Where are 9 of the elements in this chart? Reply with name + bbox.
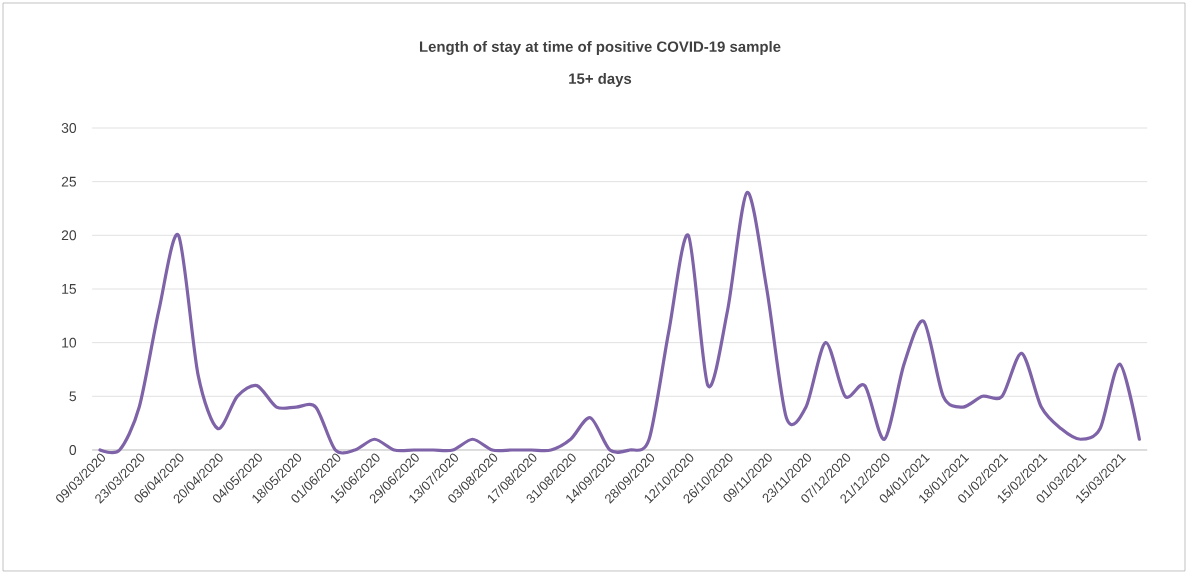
y-tick-label: 10 [62,337,77,348]
y-tick-label: 20 [61,230,77,241]
y-tick-label: 30 [61,123,77,133]
y-tick-label: 5 [69,391,77,402]
y-tick-label: 0 [69,445,77,455]
y-tick-label: 25 [61,176,77,187]
y-tick-label: 15 [62,284,77,294]
chart-title: Length of stay at time of positive COVID-19 sample [419,40,781,55]
chart-subtitle: 15+ days [569,73,632,87]
